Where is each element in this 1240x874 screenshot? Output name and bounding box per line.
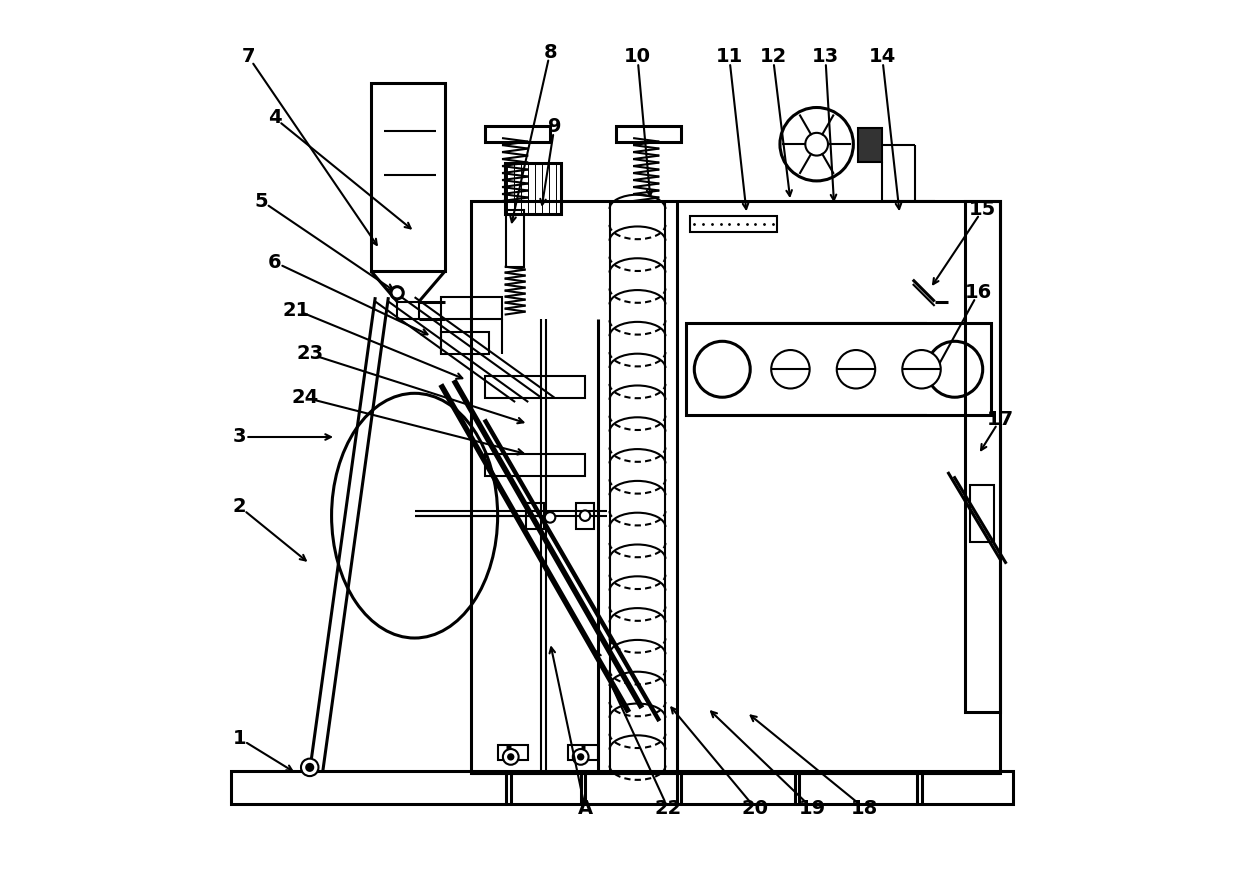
Bar xyxy=(615,126,681,142)
Circle shape xyxy=(926,342,983,397)
Bar xyxy=(371,83,445,271)
Bar xyxy=(689,216,777,232)
Text: 23: 23 xyxy=(296,344,324,364)
Text: 12: 12 xyxy=(759,47,786,66)
Circle shape xyxy=(578,754,583,760)
Circle shape xyxy=(805,133,828,156)
Bar xyxy=(858,128,882,162)
Circle shape xyxy=(771,350,810,388)
Text: 21: 21 xyxy=(283,301,310,320)
Bar xyxy=(497,745,528,760)
Circle shape xyxy=(780,108,853,181)
Circle shape xyxy=(694,342,750,397)
Bar xyxy=(485,126,551,142)
Text: 9: 9 xyxy=(548,117,562,136)
Bar xyxy=(970,485,994,542)
Text: 8: 8 xyxy=(543,43,557,62)
Text: 14: 14 xyxy=(868,47,895,66)
Circle shape xyxy=(903,350,941,388)
Bar xyxy=(485,376,585,398)
Circle shape xyxy=(837,350,875,388)
Bar xyxy=(965,201,1001,712)
Text: 7: 7 xyxy=(242,47,255,66)
Text: 5: 5 xyxy=(255,191,269,211)
Bar xyxy=(686,323,992,415)
Circle shape xyxy=(508,754,513,760)
Text: A: A xyxy=(578,799,593,818)
Bar xyxy=(397,302,419,319)
Circle shape xyxy=(306,764,314,771)
Text: 3: 3 xyxy=(233,427,247,447)
Circle shape xyxy=(301,759,319,776)
Text: 24: 24 xyxy=(291,388,319,407)
Text: 1: 1 xyxy=(233,729,247,748)
Bar xyxy=(231,771,1013,804)
Text: 6: 6 xyxy=(268,253,281,272)
Bar xyxy=(485,454,585,476)
Circle shape xyxy=(573,749,589,765)
Text: 18: 18 xyxy=(851,799,878,818)
Circle shape xyxy=(503,749,518,765)
Text: 13: 13 xyxy=(812,47,839,66)
Text: 16: 16 xyxy=(965,283,992,302)
Circle shape xyxy=(544,512,556,523)
Text: 4: 4 xyxy=(268,108,281,128)
Circle shape xyxy=(580,510,590,521)
Bar xyxy=(441,297,502,319)
Text: 17: 17 xyxy=(987,410,1014,429)
Bar xyxy=(577,503,594,529)
Text: 15: 15 xyxy=(970,200,996,219)
Text: 10: 10 xyxy=(624,47,651,66)
Bar xyxy=(471,201,1001,773)
Bar xyxy=(527,503,544,529)
Text: 11: 11 xyxy=(715,47,743,66)
Circle shape xyxy=(391,287,403,299)
Text: 19: 19 xyxy=(799,799,826,818)
Text: 2: 2 xyxy=(233,497,247,517)
Bar xyxy=(505,163,562,214)
Bar xyxy=(506,210,523,267)
Bar xyxy=(441,332,489,354)
Bar xyxy=(568,745,598,760)
Text: 20: 20 xyxy=(742,799,769,818)
Text: 22: 22 xyxy=(655,799,682,818)
